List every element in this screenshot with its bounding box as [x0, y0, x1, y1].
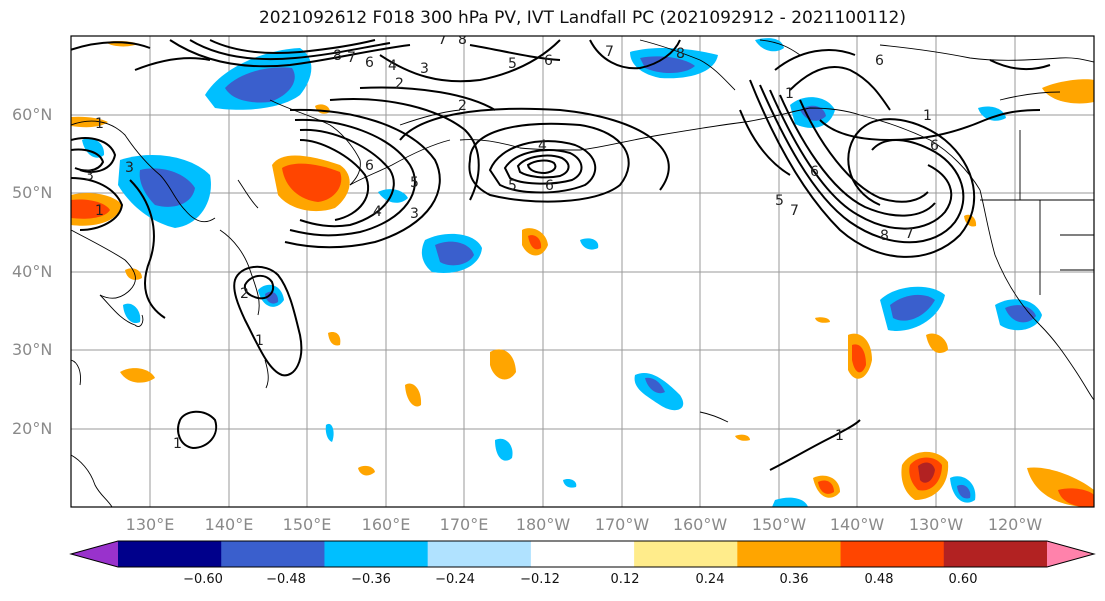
svg-text:7: 7 — [605, 44, 614, 60]
coastlines — [71, 39, 1094, 507]
lon-label-160e: 160°E — [361, 515, 411, 534]
svg-text:6: 6 — [365, 55, 374, 71]
svg-text:4: 4 — [373, 204, 382, 220]
svg-text:6: 6 — [365, 158, 374, 174]
svg-text:3: 3 — [410, 206, 419, 222]
lat-label-40n: 40°N — [12, 262, 53, 281]
pv-contours — [71, 39, 1051, 471]
svg-text:2: 2 — [240, 286, 249, 302]
svg-text:7: 7 — [438, 32, 447, 48]
colorbar-tick: 0.48 — [864, 572, 894, 587]
lon-label-150w: 150°W — [751, 515, 807, 534]
contour-labels: 8 7 6 4 3 2 2 4 5 6 5 6 4 3 5 6 7 6 1 6 … — [85, 32, 939, 452]
lat-label-20n: 20°N — [12, 419, 53, 438]
svg-text:5: 5 — [508, 56, 517, 72]
lon-label-140e: 140°E — [204, 515, 254, 534]
svg-text:3: 3 — [85, 168, 94, 184]
svg-text:6: 6 — [544, 53, 553, 69]
negative-ivt-patches — [82, 38, 1042, 507]
colorbar-tick: −0.12 — [520, 572, 560, 587]
colorbar-tick: −0.36 — [351, 572, 391, 587]
svg-text:3: 3 — [125, 160, 134, 176]
lon-label-180w: 180°W — [515, 515, 571, 534]
colorbar-tick: −0.24 — [435, 572, 475, 587]
svg-text:2: 2 — [458, 98, 467, 114]
colorbar-tick: −0.48 — [266, 572, 306, 587]
svg-text:1: 1 — [173, 436, 182, 452]
chart-title: 2021092612 F018 300 hPa PV, IVT Landfall… — [258, 8, 906, 28]
svg-text:1: 1 — [95, 116, 104, 132]
svg-text:5: 5 — [410, 175, 419, 191]
lon-label-160w: 160°W — [672, 515, 728, 534]
svg-text:8: 8 — [676, 46, 685, 62]
lon-label-140w: 140°W — [829, 515, 885, 534]
svg-text:1: 1 — [785, 86, 794, 102]
svg-text:1: 1 — [95, 203, 104, 219]
lat-label-60n: 60°N — [12, 105, 53, 124]
svg-text:1: 1 — [255, 333, 264, 349]
svg-text:6: 6 — [545, 178, 554, 194]
svg-text:8: 8 — [333, 48, 342, 64]
lat-label-50n: 50°N — [12, 183, 53, 202]
svg-text:7: 7 — [347, 50, 356, 66]
svg-text:2: 2 — [395, 76, 404, 92]
colorbar-tick: −0.60 — [183, 572, 223, 587]
svg-text:6: 6 — [930, 138, 939, 154]
svg-text:1: 1 — [923, 108, 932, 124]
lon-label-170w: 170°W — [594, 515, 650, 534]
svg-text:5: 5 — [775, 193, 784, 209]
lon-label-120w: 120°W — [987, 515, 1043, 534]
svg-text:1: 1 — [835, 428, 844, 444]
svg-text:7: 7 — [905, 226, 914, 242]
colorbar-tick: 0.36 — [779, 572, 809, 587]
colorbar-tick: 0.24 — [695, 572, 725, 587]
svg-text:5: 5 — [508, 178, 517, 194]
colorbar-tick: 0.12 — [610, 572, 640, 587]
lon-label-150e: 150°E — [282, 515, 332, 534]
svg-text:3: 3 — [420, 61, 429, 77]
lat-label-30n: 30°N — [12, 340, 53, 359]
gridlines — [71, 36, 1094, 507]
svg-text:4: 4 — [538, 138, 547, 154]
svg-text:4: 4 — [388, 58, 397, 74]
colorbar-tick: 0.60 — [948, 572, 978, 587]
svg-text:7: 7 — [790, 203, 799, 219]
svg-text:6: 6 — [875, 53, 884, 69]
svg-text:6: 6 — [810, 164, 819, 180]
positive-ivt-patches — [71, 40, 1094, 507]
svg-text:8: 8 — [458, 32, 467, 48]
svg-text:8: 8 — [880, 228, 889, 244]
lon-label-130w: 130°W — [908, 515, 964, 534]
lon-label-130e: 130°E — [125, 515, 175, 534]
map-panel: 8 7 6 4 3 2 2 4 5 6 5 6 4 3 5 6 7 6 1 6 … — [70, 32, 1095, 508]
lon-label-170e: 170°E — [439, 515, 489, 534]
